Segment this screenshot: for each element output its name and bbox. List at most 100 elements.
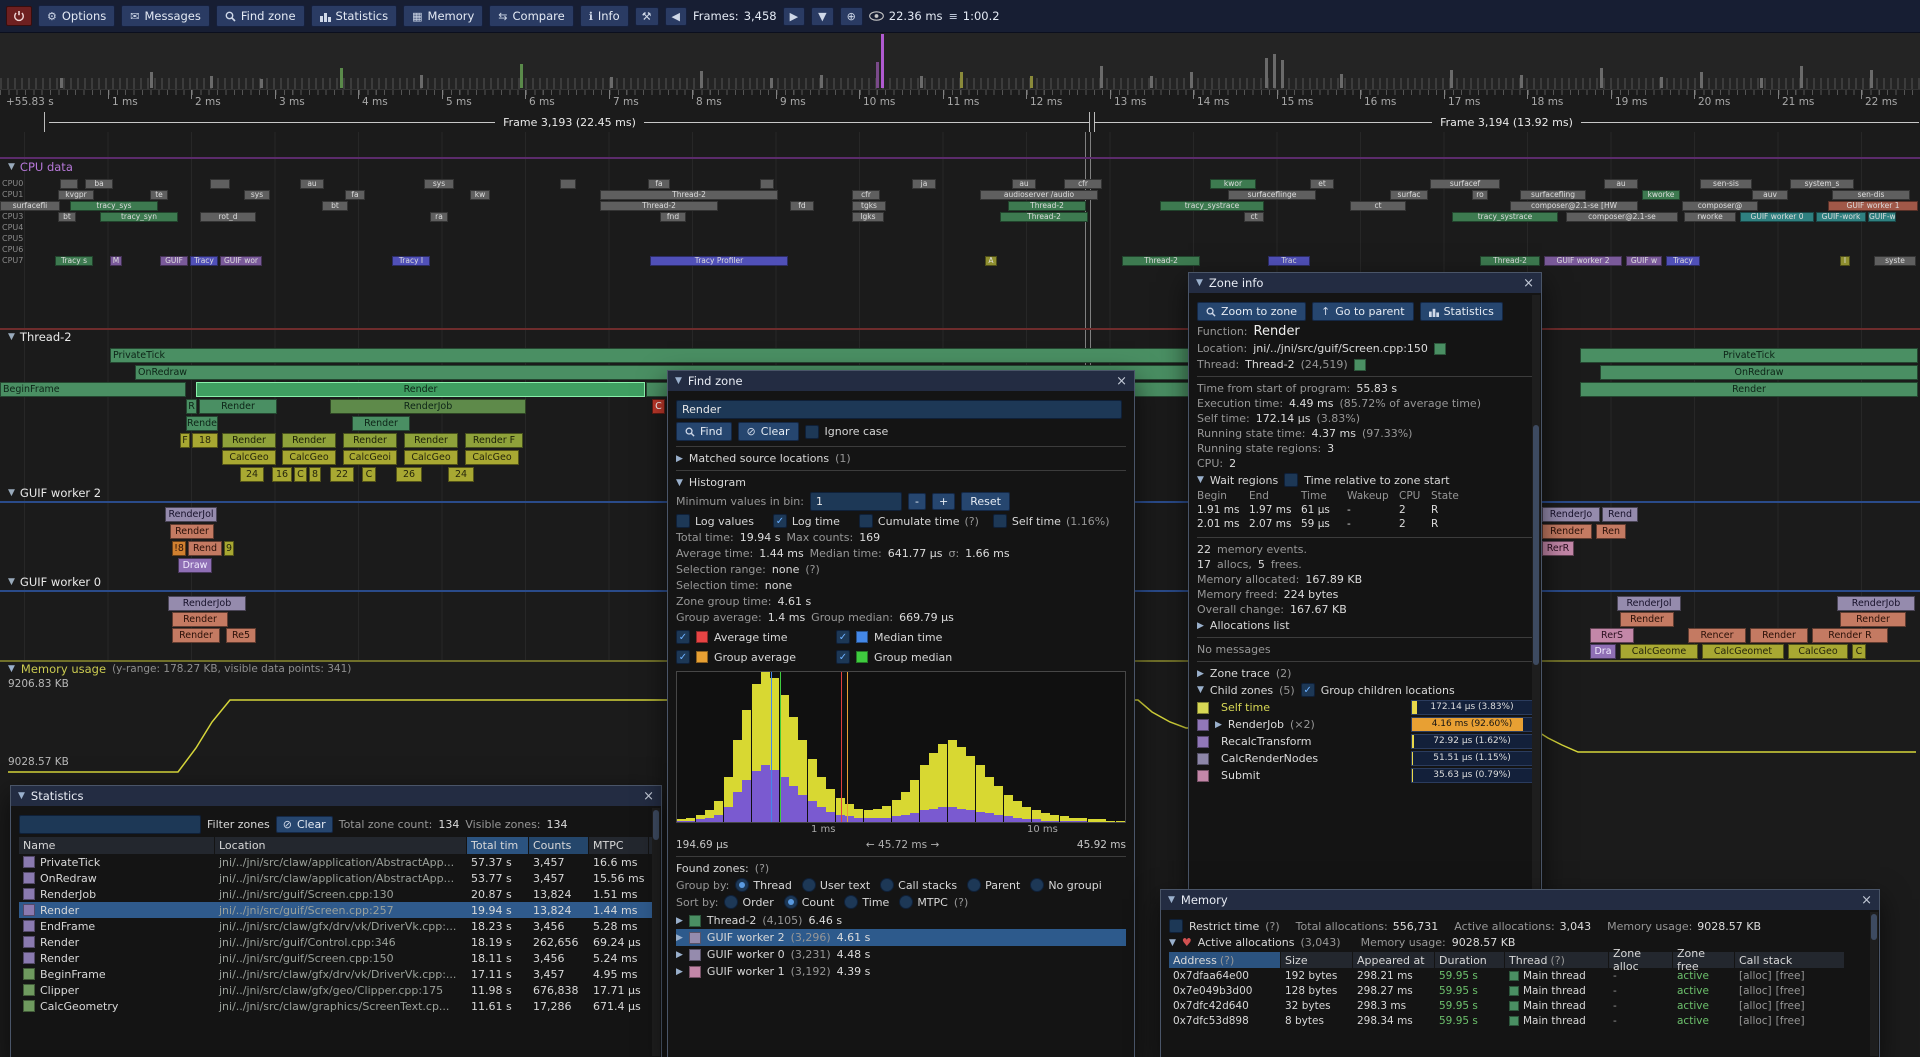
sort-by-option[interactable]: Time <box>844 895 889 909</box>
timeline-zone[interactable]: Render <box>343 433 397 448</box>
timeline-zone[interactable]: !8 <box>172 541 186 556</box>
statistics-row[interactable]: Render jni/../jni/src/guif/Screen.cpp:25… <box>19 902 653 918</box>
timeline-zone[interactable]: RenderJol <box>165 507 217 522</box>
column-header[interactable]: Zone free <box>1673 952 1735 968</box>
wait-column-header[interactable]: Begin <box>1197 490 1249 504</box>
sort-by-option[interactable]: MTPC <box>899 895 948 909</box>
wait-column-header[interactable]: State <box>1431 490 1467 504</box>
cpu-zone[interactable]: te <box>150 190 168 200</box>
timeline-zone[interactable]: Re5 <box>226 628 256 643</box>
timeline-zone[interactable]: Render <box>170 524 214 539</box>
expand-icon[interactable]: ▶ <box>1215 720 1222 730</box>
find-zone-button[interactable]: Find zone <box>216 5 305 27</box>
column-header[interactable]: Location <box>215 837 467 854</box>
frame-bar[interactable] <box>876 62 879 88</box>
statistics-row[interactable]: EndFrame jni/../jni/src/claw/gfx/drv/vk/… <box>19 918 653 934</box>
found-zone-group[interactable]: ▶ GUIF worker 0 (3,231) 4.48 s <box>676 946 1126 963</box>
statistics-row[interactable]: Render jni/../jni/src/guif/Screen.cpp:15… <box>19 950 653 966</box>
timeline-zone[interactable]: Dra <box>1590 644 1616 659</box>
cpu-zone[interactable]: composer@ <box>1682 201 1758 211</box>
cpu-zone[interactable]: sys <box>424 179 454 189</box>
statistics-button[interactable]: Statistics <box>311 5 398 27</box>
radio-button[interactable] <box>844 895 858 909</box>
frame-bar[interactable] <box>920 76 923 88</box>
timeline-zone[interactable]: 8 <box>309 467 321 482</box>
statistics-row[interactable]: CalcGeometry jni/../jni/src/claw/graphic… <box>19 998 653 1014</box>
timeline-zone[interactable]: 16 <box>272 467 292 482</box>
cpu-zone[interactable]: ct <box>1350 201 1406 211</box>
statistics-row[interactable]: Clipper jni/../jni/src/claw/gfx/geo/Clip… <box>19 982 653 998</box>
expand-icon[interactable]: ▶ <box>676 916 683 926</box>
cpu-zone[interactable]: audioserver /audio <box>980 190 1098 200</box>
timeline-zone[interactable]: Rend <box>188 541 222 556</box>
cpu-zone[interactable]: Thread-2 <box>1008 201 1086 211</box>
timeline-zone[interactable]: RenderJo <box>1542 507 1600 522</box>
frame-bar[interactable] <box>420 75 423 88</box>
frame-bar[interactable] <box>820 75 823 88</box>
timeline-zone[interactable]: Render <box>172 612 228 627</box>
timeline-zone[interactable]: CalcGeo <box>465 450 519 465</box>
child-zone-row[interactable]: ▶ RenderJob (×2) 4.16 ms (92.60%) <box>1197 717 1533 732</box>
timeline-zone[interactable]: Draw <box>178 558 212 573</box>
cpu-zone[interactable]: surfacefli <box>0 201 60 211</box>
cpu-zone[interactable]: system_s <box>1790 179 1854 189</box>
timeline-zone[interactable]: Render <box>1620 612 1674 627</box>
collapse-icon[interactable]: ▼ <box>676 478 683 488</box>
cpu-zone[interactable]: au <box>1012 179 1036 189</box>
cpu-zone[interactable]: bt <box>322 201 348 211</box>
frame-bar[interactable] <box>610 77 613 88</box>
timeline-zone[interactable]: Rend <box>1602 507 1638 522</box>
cpu-zone[interactable]: lgks <box>852 212 884 222</box>
statistics-row[interactable]: Render jni/../jni/src/guif/Control.cpp:3… <box>19 934 653 950</box>
timeline-zone[interactable]: CalcGeome <box>1620 644 1698 659</box>
zone-search-input[interactable] <box>676 400 1122 419</box>
go-to-parent-button[interactable]: ↑Go to parent <box>1312 302 1414 321</box>
cpu-zone[interactable]: fa <box>345 190 365 200</box>
column-header[interactable]: Name <box>19 837 215 854</box>
group-by-option[interactable]: Thread <box>735 878 791 892</box>
timeline-zone[interactable]: RerR <box>1542 541 1574 556</box>
zone-statistics-button[interactable]: Statistics <box>1420 302 1503 321</box>
timeline-zone[interactable]: R <box>186 399 197 414</box>
histogram-option[interactable]: Cumulate time(?) <box>859 514 979 528</box>
timeline-zone[interactable]: 24 <box>240 467 264 482</box>
timeline-zone[interactable]: CalcGeo <box>282 450 336 465</box>
timeline-zone[interactable]: 22 <box>330 467 354 482</box>
tools-button[interactable]: ⚒ <box>635 7 659 26</box>
compare-button[interactable]: ⇆Compare <box>489 5 573 27</box>
child-zone-row[interactable]: Submit 35.63 µs (0.79%) <box>1197 768 1533 783</box>
cpu-zone[interactable] <box>210 179 230 189</box>
timeline-zone[interactable]: Render F <box>465 433 523 448</box>
cpu-zone[interactable]: Thread-2 <box>600 201 718 211</box>
cpu-zone[interactable]: et <box>1310 179 1334 189</box>
cpu-zone[interactable]: GUIF worker 1 <box>1828 201 1918 211</box>
timeline-zone[interactable]: Render R <box>1812 628 1888 643</box>
timeline-zone[interactable]: Render <box>172 628 220 643</box>
cpu-zone[interactable]: GUIF w <box>1626 256 1662 266</box>
wait-column-header[interactable]: Wakeup <box>1347 490 1399 504</box>
scrollbar[interactable] <box>1870 912 1878 1056</box>
timeline-zone[interactable]: CalcGeo <box>1788 644 1848 659</box>
frame-bar[interactable] <box>1150 76 1153 88</box>
frame-bar[interactable] <box>881 34 884 88</box>
frame-bar[interactable] <box>1700 72 1703 88</box>
cpu-data-section-header[interactable]: ▼CPU data <box>8 160 73 174</box>
timeline-zone[interactable]: RenderJob <box>330 399 526 414</box>
column-header[interactable]: Call stack <box>1735 952 1845 968</box>
cpu-zone[interactable]: tracy_systrace <box>1160 201 1264 211</box>
radio-button[interactable] <box>1030 878 1044 892</box>
column-header[interactable]: Address(?) <box>1169 952 1281 968</box>
cpu-zone[interactable]: GUIF-w <box>1868 212 1896 222</box>
cpu-zone[interactable]: Thread-2 <box>1000 212 1088 222</box>
cpu-zone[interactable]: surfaceflinge <box>1228 190 1316 200</box>
time-ruler[interactable]: +55.83 s 1 ms2 ms3 ms4 ms5 ms6 ms7 ms8 m… <box>0 90 1920 112</box>
timeline-zone[interactable]: CalcGeomet <box>1702 644 1784 659</box>
timeline-zone[interactable]: C <box>294 467 307 482</box>
checkbox[interactable] <box>859 514 873 528</box>
column-header[interactable]: Counts <box>529 837 589 854</box>
timeline-zone[interactable]: Render <box>404 433 458 448</box>
expand-icon[interactable]: ▶ <box>1197 621 1204 631</box>
radio-button[interactable] <box>802 878 816 892</box>
timeline-zone[interactable]: PrivateTick <box>110 348 1337 363</box>
radio-button[interactable] <box>735 878 749 892</box>
